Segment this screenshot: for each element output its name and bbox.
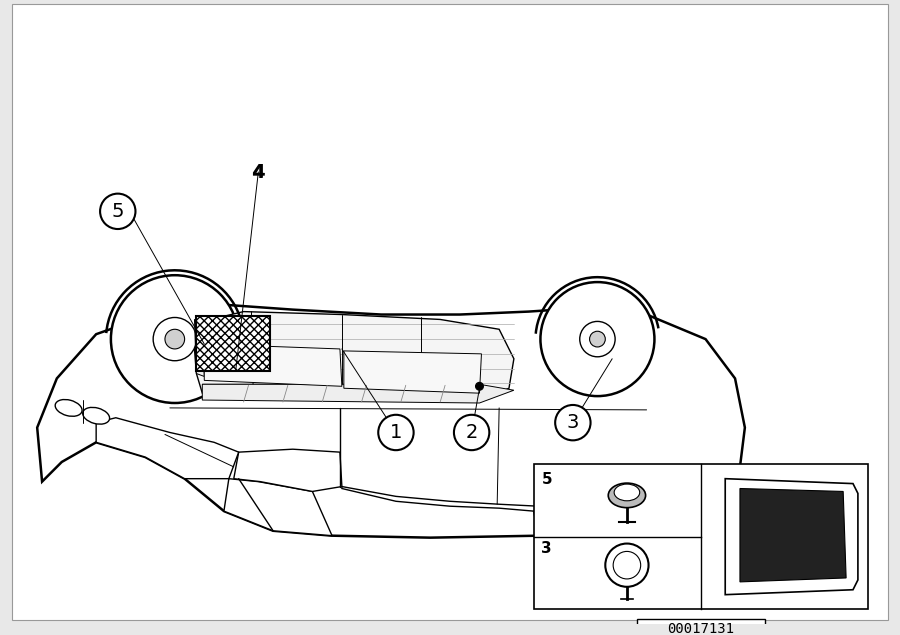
Circle shape bbox=[454, 415, 490, 450]
Polygon shape bbox=[725, 479, 858, 594]
Text: 5: 5 bbox=[112, 202, 124, 221]
Circle shape bbox=[540, 282, 654, 396]
Ellipse shape bbox=[83, 408, 110, 424]
Text: 4: 4 bbox=[253, 163, 264, 181]
Polygon shape bbox=[534, 498, 608, 536]
Circle shape bbox=[580, 321, 615, 357]
Circle shape bbox=[590, 331, 606, 347]
Circle shape bbox=[475, 382, 483, 391]
Ellipse shape bbox=[614, 484, 640, 501]
Polygon shape bbox=[224, 479, 332, 536]
Circle shape bbox=[606, 544, 649, 587]
Circle shape bbox=[555, 405, 590, 440]
Polygon shape bbox=[194, 319, 204, 377]
Polygon shape bbox=[234, 449, 342, 491]
Circle shape bbox=[613, 551, 641, 579]
Bar bbox=[637, 619, 764, 635]
Polygon shape bbox=[637, 472, 740, 526]
Circle shape bbox=[153, 318, 196, 361]
Text: 2: 2 bbox=[465, 423, 478, 442]
Polygon shape bbox=[342, 486, 538, 511]
Text: 3: 3 bbox=[542, 540, 552, 556]
Circle shape bbox=[378, 415, 414, 450]
Polygon shape bbox=[204, 344, 342, 386]
Circle shape bbox=[165, 330, 184, 349]
Polygon shape bbox=[96, 418, 238, 479]
Polygon shape bbox=[194, 312, 514, 400]
Polygon shape bbox=[740, 488, 846, 582]
Text: 3: 3 bbox=[567, 413, 579, 432]
Text: 1: 1 bbox=[390, 423, 402, 442]
Polygon shape bbox=[202, 384, 514, 403]
Ellipse shape bbox=[55, 399, 82, 417]
Polygon shape bbox=[37, 305, 745, 538]
Text: 5: 5 bbox=[542, 472, 552, 487]
Circle shape bbox=[100, 194, 136, 229]
Circle shape bbox=[111, 275, 238, 403]
Bar bbox=[534, 464, 868, 610]
Bar bbox=[196, 316, 270, 371]
Text: 00017131: 00017131 bbox=[667, 622, 734, 635]
Ellipse shape bbox=[608, 483, 645, 507]
Polygon shape bbox=[344, 351, 482, 393]
Text: 4: 4 bbox=[251, 163, 266, 182]
